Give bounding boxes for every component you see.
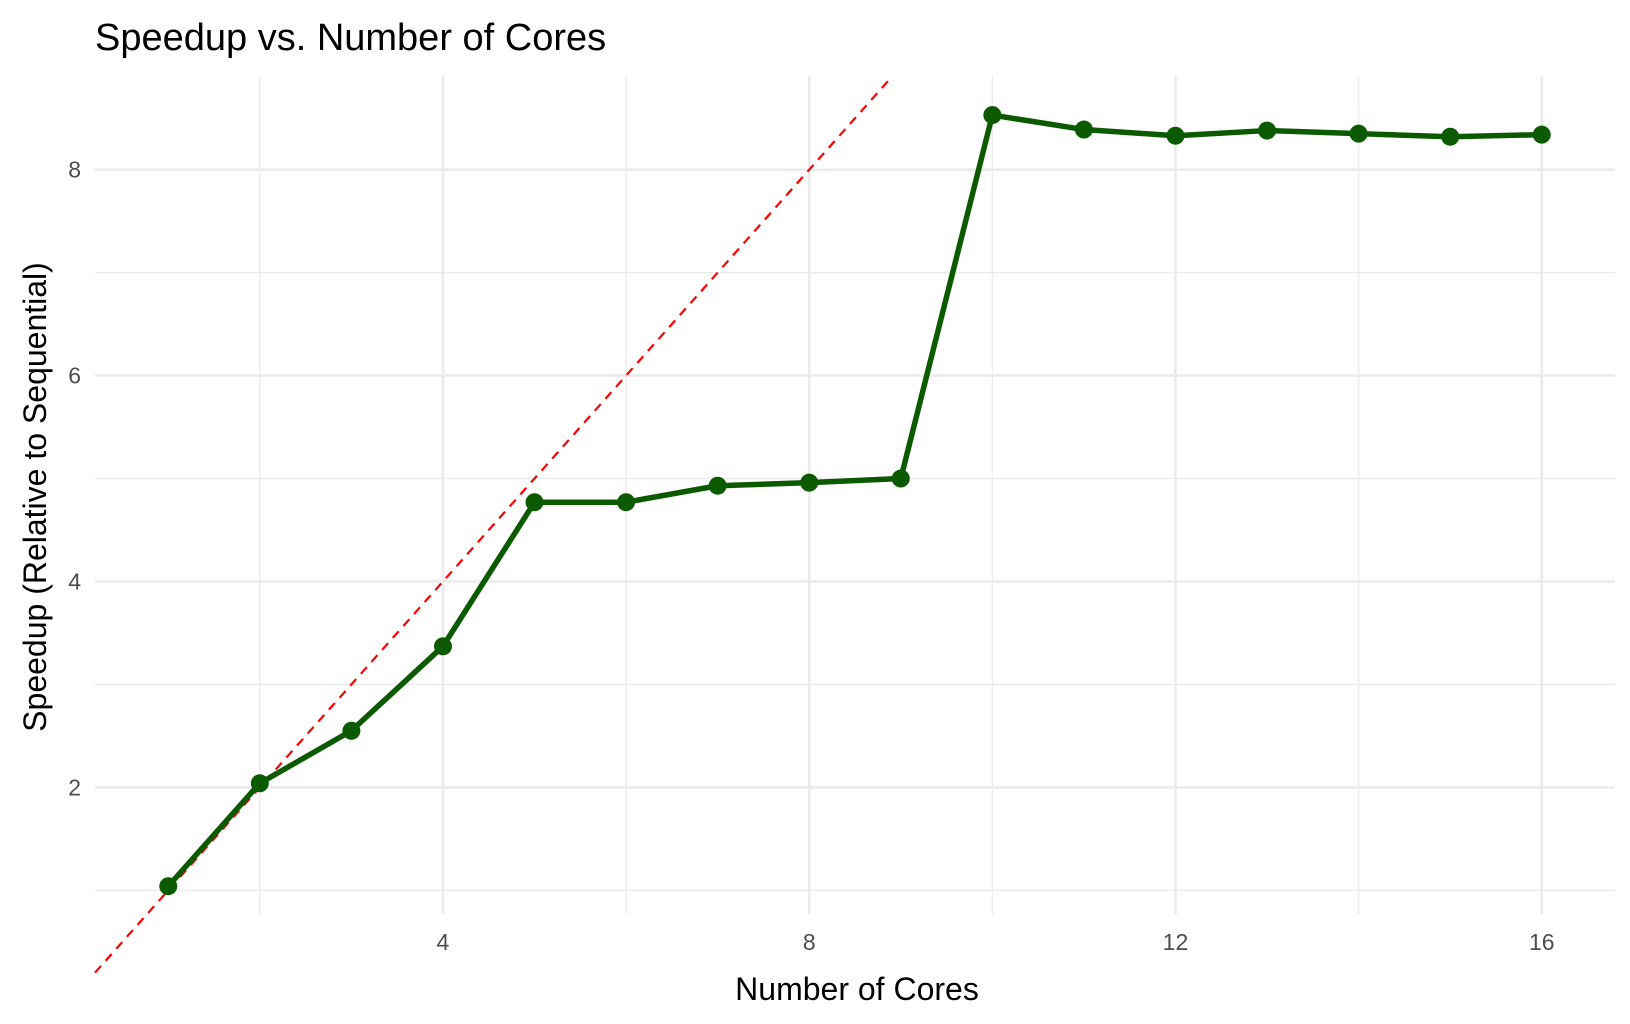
x-tick-label: 4 [437, 929, 450, 955]
speedup-point [1441, 127, 1460, 146]
y-tick-label: 8 [68, 157, 81, 183]
speedup-point [891, 469, 910, 488]
x-tick-label: 8 [803, 929, 816, 955]
chart-title: Speedup vs. Number of Cores [95, 17, 606, 59]
x-axis-ticks: 4 8 12 16 [437, 929, 1555, 955]
y-axis-title: Speedup (Relative to Sequential) [17, 262, 53, 732]
x-tick-label: 16 [1529, 929, 1555, 955]
speedup-point [159, 877, 178, 896]
speedup-point [983, 106, 1002, 125]
x-tick-label: 12 [1163, 929, 1189, 955]
speedup-point [525, 493, 544, 512]
speedup-point [1532, 125, 1551, 144]
y-tick-label: 6 [68, 363, 81, 389]
speedup-point [1074, 120, 1093, 139]
speedup-point [617, 493, 636, 512]
speedup-line [165, 112, 1545, 889]
speedup-point [433, 637, 452, 656]
y-tick-label: 2 [68, 774, 81, 800]
speedup-point [708, 476, 727, 495]
speedup-point [800, 473, 819, 492]
x-axis-title: Number of Cores [735, 971, 979, 1007]
grid [95, 76, 1615, 914]
speedup-point [250, 774, 269, 793]
y-axis-ticks: 2 4 6 8 [68, 157, 81, 801]
speedup-point [1349, 124, 1368, 143]
speedup-point [342, 721, 361, 740]
speedup-point [1166, 126, 1185, 145]
speedup-point [1258, 121, 1277, 140]
speedup-series [159, 106, 1551, 896]
y-tick-label: 4 [68, 568, 81, 594]
